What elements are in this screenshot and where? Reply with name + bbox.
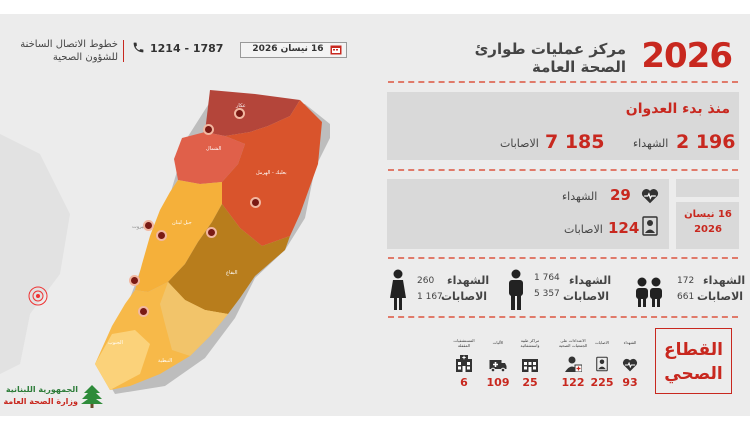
- women-injured-value: 1 167: [417, 292, 443, 302]
- hotline-divider: [123, 40, 124, 62]
- cedar-logo-icon: [81, 385, 103, 408]
- since-aggression-panel: [387, 92, 739, 160]
- men-martyrs-value: 1 764: [534, 273, 560, 283]
- heartbeat-icon: [622, 358, 638, 372]
- paramedic-icon: [565, 356, 582, 372]
- daily-date-panel-lower: [676, 202, 739, 249]
- daily-martyrs-value: 29: [610, 186, 631, 204]
- closed-hospital-icon: [456, 355, 472, 372]
- hotline-label-line2: للشؤون الصحية: [52, 52, 118, 63]
- map-label-north: الشمال: [206, 146, 222, 152]
- man-icon: [509, 269, 523, 310]
- header-year: 2026: [641, 36, 733, 76]
- health-item-label: الاعتداءات على الجمعيات الصحية: [558, 338, 588, 348]
- health-item-value: 225: [590, 376, 614, 389]
- health-item-label: المستشفيات المقفلة: [453, 338, 475, 348]
- map-label-nabatieh: النبطية: [158, 358, 173, 364]
- lebanon-map: [0, 90, 330, 394]
- injured-icon: [596, 356, 608, 372]
- heartbeat-icon: [641, 189, 659, 204]
- map-background-terrain: [0, 134, 70, 374]
- men-injured-label: الاصابات: [563, 290, 610, 303]
- health-item-value: 122: [561, 376, 585, 389]
- header-title-line1: مركز عمليات طوارئ: [474, 40, 626, 58]
- map-strike-dot: [203, 124, 214, 135]
- map-label-akkar: عكار: [236, 103, 246, 109]
- map-strike-dot: [156, 230, 167, 241]
- since-aggression-title: منذ بدء العدوان: [625, 101, 730, 117]
- health-sector-title-line2: الصحي: [664, 364, 723, 384]
- logo-line2: وزارة الصحة العامة: [3, 397, 78, 406]
- women-martyrs-label: الشهداء: [447, 274, 490, 287]
- injured-total-value: 7 185: [545, 131, 605, 153]
- region-baalbek-hermel: [222, 100, 322, 246]
- martyrs-total-label: الشهداء: [633, 137, 669, 150]
- women-martyrs-value: 260: [417, 276, 435, 286]
- hospital-building-icon: [522, 359, 538, 372]
- daily-stats-panel: [387, 179, 669, 249]
- woman-icon: [390, 269, 406, 310]
- children-icon: [636, 277, 662, 307]
- map-strike-dot: [234, 108, 245, 119]
- map-label-mount-lebanon: جبل لبنان: [172, 220, 192, 226]
- daily-date-line2: 2026: [694, 224, 722, 235]
- health-item-value: 93: [622, 376, 638, 389]
- ambulance-icon: [489, 360, 507, 372]
- map-strike-dot: [129, 275, 140, 286]
- men-martyrs-label: الشهداء: [569, 274, 612, 287]
- daily-date-panel: [676, 179, 739, 197]
- region-north: [174, 132, 245, 184]
- region-mount-lebanon: [135, 180, 222, 292]
- children-martyrs-label: الشهداء: [703, 274, 746, 287]
- daily-injured-value: 124: [608, 219, 640, 237]
- header-title-line2: الصحة العامة: [532, 58, 626, 76]
- map-strike-dot: [143, 220, 154, 231]
- daily-injured-label: الاصابات: [564, 223, 603, 236]
- calendar-icon: [330, 45, 342, 55]
- map-strike-dot: [138, 306, 149, 317]
- region-bekaa: [168, 204, 290, 314]
- children-injured-value: 661: [677, 292, 695, 302]
- health-item-label: الآليات: [492, 340, 504, 345]
- health-sector-title-line1: القطاع: [663, 340, 723, 360]
- hotline-numbers: 1214 - 1787: [150, 42, 224, 55]
- map-strike-dot: [206, 227, 217, 238]
- map-label-beirut: بيروت: [132, 224, 145, 230]
- men-injured-value: 5 357: [534, 289, 560, 299]
- date-box: [240, 42, 347, 58]
- health-sector-box: [655, 328, 732, 394]
- children-injured-label: الاصابات: [697, 290, 744, 303]
- women-injured-label: الاصابات: [441, 290, 488, 303]
- daily-date-line1: 16 نيسان: [684, 209, 732, 220]
- martyrs-total-value: 2 196: [676, 131, 736, 153]
- divider: [388, 316, 738, 318]
- map-strike-dot: [250, 197, 261, 208]
- hotline-label-line1: خطوط الاتصال الساخنة: [20, 39, 118, 50]
- health-item-label: الاصابات: [594, 340, 610, 345]
- health-item-label: مراكز طبية واستشفائية: [520, 338, 540, 348]
- map-label-south: الجنوب: [108, 340, 123, 346]
- region-nabatieh: [160, 282, 228, 356]
- region-akkar: [205, 90, 300, 136]
- health-item-label: الشهداء: [623, 340, 637, 345]
- injured-person-icon: [642, 216, 658, 236]
- daily-martyrs-label: الشهداء: [562, 190, 598, 203]
- header-date: 16 نيسان 2026: [252, 44, 324, 54]
- map-label-bekaa: البقاع: [226, 270, 238, 276]
- children-martyrs-value: 172: [677, 276, 695, 286]
- health-item-value: 109: [486, 376, 510, 389]
- logo-line1: الجمهورية اللبنانية: [5, 385, 78, 394]
- map-label-baalbek: بعلبك - الهرمل: [256, 170, 287, 176]
- injured-total-label: الاصابات: [500, 137, 539, 150]
- health-item-value: 6: [460, 376, 468, 389]
- health-item-value: 25: [522, 376, 538, 389]
- divider: [388, 81, 738, 83]
- phone-icon: [133, 42, 144, 53]
- divider: [388, 169, 738, 171]
- map-pulse-marker: [28, 286, 48, 306]
- divider: [388, 257, 738, 259]
